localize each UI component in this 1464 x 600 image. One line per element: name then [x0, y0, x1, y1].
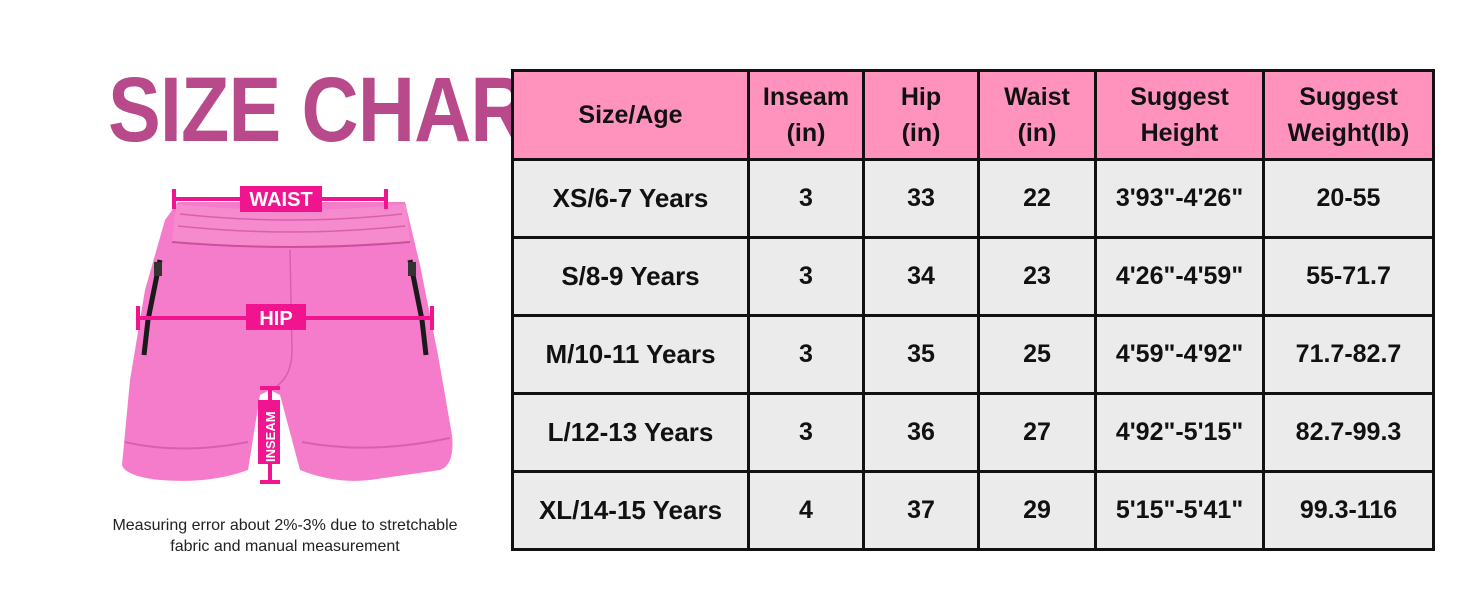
- cell-height: 4'59"-4'92": [1094, 314, 1265, 395]
- cell-weight: 20-55: [1262, 158, 1435, 239]
- cell-size: M/10-11 Years: [511, 314, 750, 395]
- cell-inseam: 3: [747, 314, 865, 395]
- cell-height: 4'92"-5'15": [1094, 392, 1265, 473]
- cell-inseam: 4: [747, 470, 865, 551]
- cell-size: XL/14-15 Years: [511, 470, 750, 551]
- cell-height: 3'93"-4'26": [1094, 158, 1265, 239]
- waistband: [172, 204, 410, 247]
- cell-hip: 35: [862, 314, 980, 395]
- header-hip: Hip (in): [862, 69, 980, 161]
- cell-inseam: 3: [747, 392, 865, 473]
- table-row: L/12-13 Years 3 36 27 4'92"-5'15" 82.7-9…: [511, 392, 1435, 473]
- cell-weight: 71.7-82.7: [1262, 314, 1435, 395]
- cell-hip: 37: [862, 470, 980, 551]
- cell-weight: 55-71.7: [1262, 236, 1435, 317]
- cell-size: XS/6-7 Years: [511, 158, 750, 239]
- table-row: XS/6-7 Years 3 33 22 3'93"-4'26" 20-55: [511, 158, 1435, 239]
- cell-size: S/8-9 Years: [511, 236, 750, 317]
- table-row: M/10-11 Years 3 35 25 4'59"-4'92" 71.7-8…: [511, 314, 1435, 395]
- header-inseam: Inseam (in): [747, 69, 865, 161]
- hip-label: HIP: [259, 308, 292, 330]
- cell-hip: 34: [862, 236, 980, 317]
- waist-label: WAIST: [249, 189, 312, 211]
- header-row: Size/Age Inseam (in) Hip (in) Waist (in) Su…: [511, 69, 1435, 161]
- cell-size: L/12-13 Years: [511, 392, 750, 473]
- cell-height: 4'26"-4'59": [1094, 236, 1265, 317]
- cell-inseam: 3: [747, 236, 865, 317]
- measurement-note: Measuring error about 2%-3% due to stret…: [90, 515, 480, 557]
- table-row: XL/14-15 Years 4 37 29 5'15"-5'41" 99.3-…: [511, 470, 1435, 551]
- header-suggest-height: Suggest Height: [1094, 69, 1265, 161]
- cell-waist: 27: [977, 392, 1097, 473]
- cell-weight: 82.7-99.3: [1262, 392, 1435, 473]
- cell-waist: 25: [977, 314, 1097, 395]
- header-waist: Waist (in): [977, 69, 1097, 161]
- cell-height: 5'15"-5'41": [1094, 470, 1265, 551]
- header-size-age: Size/Age: [511, 69, 750, 161]
- page-title: SIZE CHART: [108, 59, 575, 161]
- cell-hip: 33: [862, 158, 980, 239]
- cell-inseam: 3: [747, 158, 865, 239]
- table-row: S/8-9 Years 3 34 23 4'26"-4'59" 55-71.7: [511, 236, 1435, 317]
- header-suggest-weight: Suggest Weight(lb): [1262, 69, 1435, 161]
- shorts-diagram: WAIST HIP INSEAM: [122, 186, 453, 484]
- size-table: Size/Age Inseam (in) Hip (in) Waist (in) Su…: [511, 69, 1435, 551]
- inseam-label: INSEAM: [263, 411, 278, 462]
- cell-hip: 36: [862, 392, 980, 473]
- cell-waist: 22: [977, 158, 1097, 239]
- cell-waist: 29: [977, 470, 1097, 551]
- note-line-2: fabric and manual measurement: [170, 538, 400, 555]
- cell-weight: 99.3-116: [1262, 470, 1435, 551]
- cell-waist: 23: [977, 236, 1097, 317]
- shorts-body: [122, 202, 453, 481]
- note-line-1: Measuring error about 2%-3% due to stret…: [112, 517, 458, 534]
